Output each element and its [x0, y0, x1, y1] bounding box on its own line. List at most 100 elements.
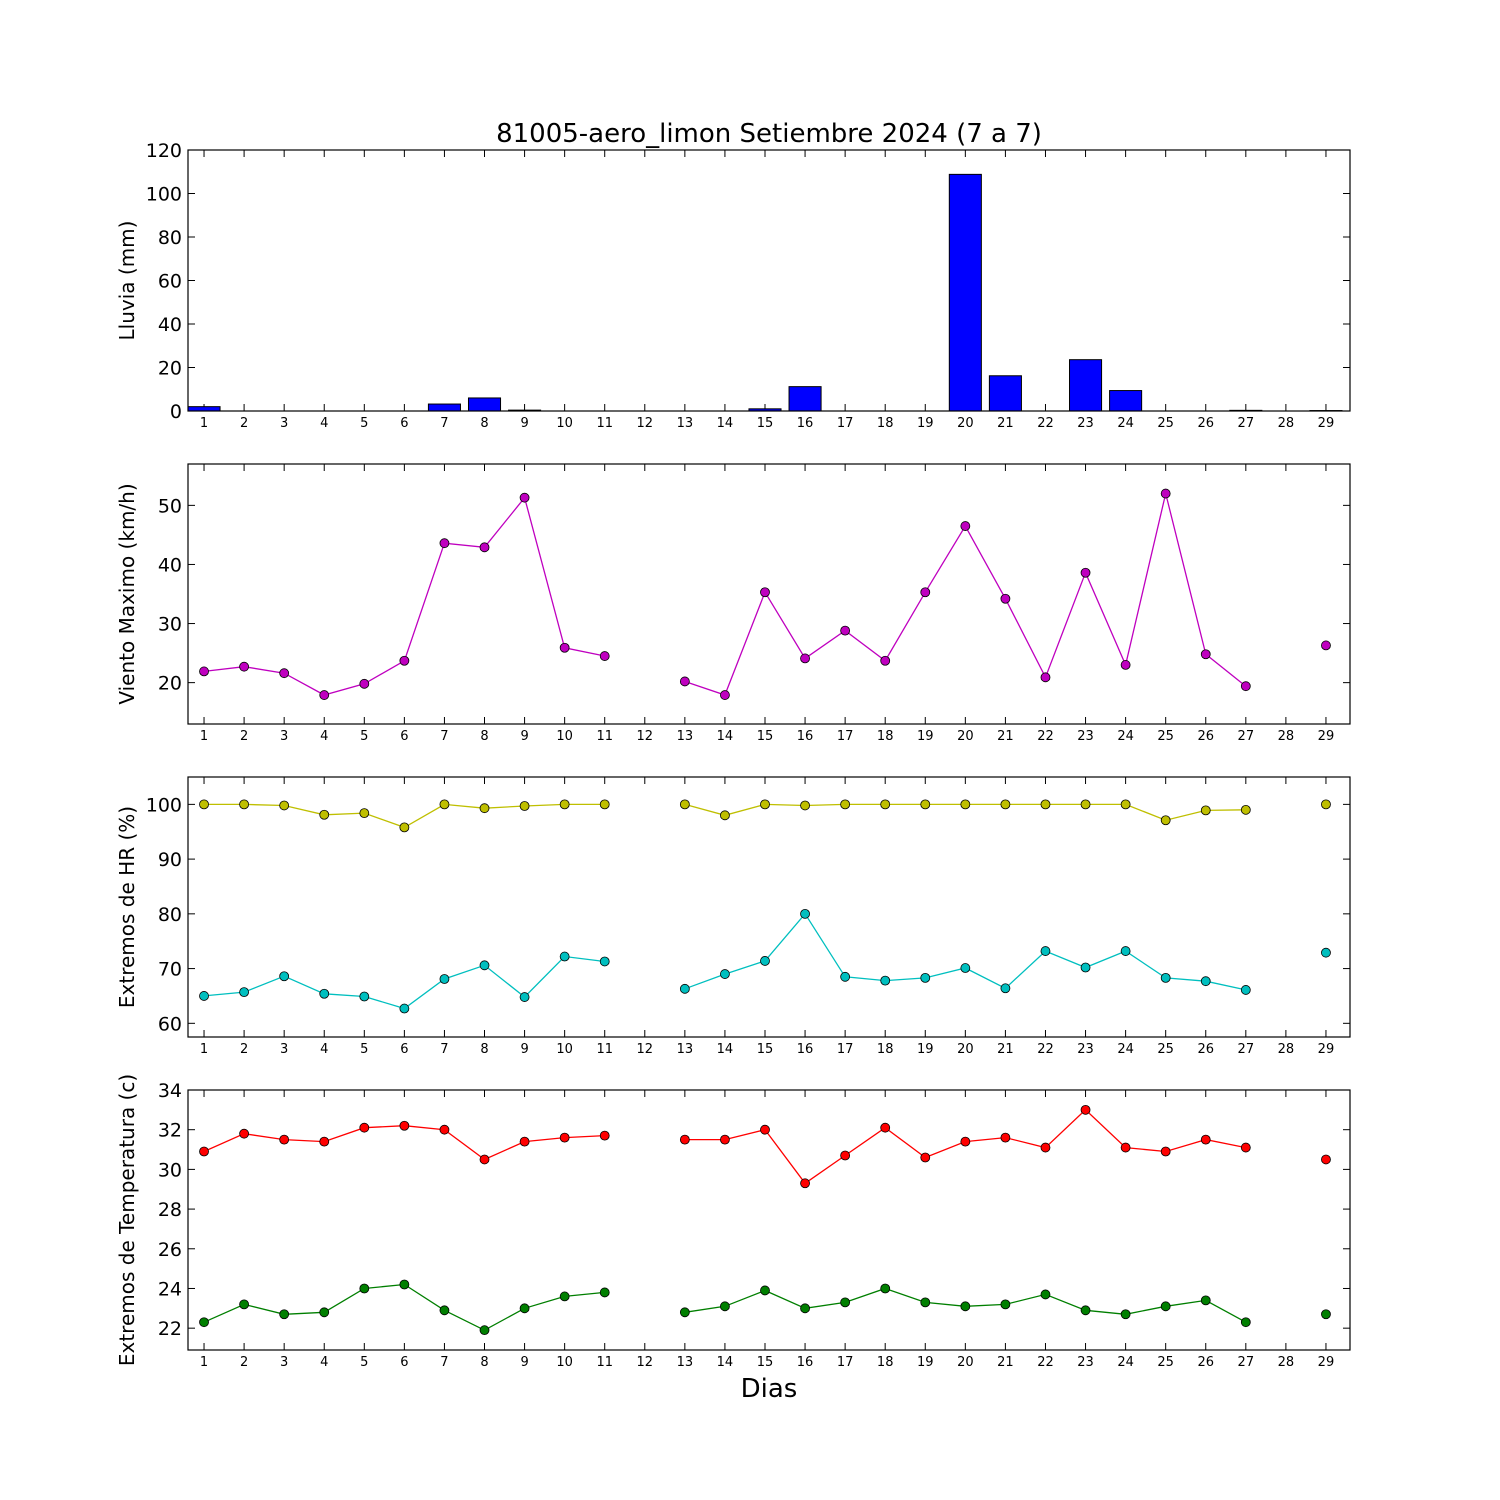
x-tick-label: 25 [1157, 1355, 1174, 1370]
data-point [960, 1301, 971, 1312]
x-tick-label: 22 [1037, 416, 1054, 431]
data-point [840, 799, 851, 810]
y-tick-label: 100 [146, 794, 182, 816]
data-point [1240, 1317, 1251, 1328]
data-point [399, 1279, 410, 1290]
y-tick-label: 40 [158, 314, 182, 336]
x-tick-label: 10 [556, 729, 573, 744]
data-point [960, 521, 971, 531]
x-tick-label: 9 [520, 1355, 528, 1370]
x-tick-label: 27 [1238, 729, 1255, 744]
data-point [359, 991, 370, 1002]
data-point [359, 808, 370, 819]
x-tick-label: 12 [637, 729, 654, 744]
x-tick-label: 4 [320, 1042, 328, 1057]
data-point [439, 1124, 450, 1135]
x-tick-label: 15 [757, 416, 774, 431]
x-tick-label: 12 [637, 416, 654, 431]
data-point [519, 801, 530, 811]
data-point [239, 799, 249, 810]
x-tick-label: 1 [200, 1042, 208, 1057]
x-tick-label: 16 [797, 416, 814, 431]
y-tick-label: 24 [158, 1278, 182, 1300]
data-point [439, 538, 450, 549]
y-axis-label: Lluvia (mm) [115, 221, 139, 341]
x-tick-label: 14 [717, 416, 734, 431]
rain-bar [1069, 359, 1103, 412]
y-tick-label: 34 [158, 1080, 182, 1102]
data-point [279, 971, 290, 982]
plot-frame [187, 776, 1351, 1038]
x-tick-label: 2 [240, 416, 248, 431]
x-tick-label: 8 [480, 1355, 488, 1370]
rain-bar [948, 173, 982, 412]
x-tick-label: 20 [957, 416, 974, 431]
x-tick-label: 15 [757, 1042, 774, 1057]
data-point [239, 987, 249, 998]
series-line [203, 1283, 605, 1331]
data-point [279, 800, 290, 811]
data-point [1120, 946, 1131, 956]
x-tick-label: 29 [1318, 1042, 1335, 1057]
data-point [1160, 488, 1171, 499]
y-tick-label: 70 [158, 959, 182, 981]
data-point [800, 908, 810, 919]
y-tick-label: 26 [158, 1239, 182, 1261]
data-point [1321, 640, 1331, 651]
x-tick-label: 18 [877, 1355, 894, 1370]
x-tick-label: 23 [1077, 416, 1094, 431]
x-tick-label: 17 [837, 1042, 854, 1057]
x-tick-label: 7 [440, 416, 448, 431]
data-point [559, 642, 570, 653]
x-tick-label: 24 [1117, 416, 1134, 431]
data-point [1160, 815, 1171, 826]
data-point [880, 799, 891, 810]
y-tick-label: 100 [146, 184, 182, 206]
x-tick-label: 10 [556, 1042, 573, 1057]
y-tick-label: 40 [158, 554, 182, 576]
x-tick-label: 11 [596, 1042, 613, 1057]
x-tick-label: 24 [1117, 729, 1134, 744]
data-point [1080, 962, 1091, 973]
x-tick-label: 3 [280, 1042, 288, 1057]
data-point [279, 1134, 290, 1145]
y-tick-label: 0 [170, 401, 182, 423]
x-tick-label: 14 [717, 729, 734, 744]
data-point [359, 1122, 370, 1133]
data-point [599, 1287, 610, 1298]
y-tick-label: 50 [158, 495, 182, 517]
data-point [1321, 1309, 1331, 1320]
x-tick-label: 25 [1157, 1042, 1174, 1057]
data-point [199, 666, 209, 677]
data-point [960, 963, 971, 973]
data-point [599, 956, 610, 967]
data-point [920, 799, 931, 810]
data-point [679, 983, 690, 994]
data-point [1120, 660, 1131, 670]
data-point [319, 1307, 330, 1318]
data-point [199, 991, 209, 1001]
x-tick-label: 21 [997, 1355, 1014, 1370]
x-tick-label: 12 [637, 1355, 654, 1370]
data-point [880, 1283, 891, 1294]
data-point [760, 1124, 770, 1135]
y-tick-label: 80 [158, 227, 182, 249]
y-tick-label: 60 [158, 271, 182, 293]
rain-bar [1109, 390, 1143, 412]
x-tick-label: 20 [957, 729, 974, 744]
x-tick-label: 10 [556, 416, 573, 431]
x-tick-label: 9 [520, 729, 528, 744]
x-tick-label: 29 [1318, 1355, 1335, 1370]
x-tick-label: 26 [1197, 416, 1214, 431]
y-tick-label: 90 [158, 849, 182, 871]
x-tick-label: 13 [677, 416, 694, 431]
x-tick-label: 23 [1077, 729, 1094, 744]
data-point [479, 1154, 490, 1165]
data-point [880, 655, 891, 666]
y-tick-label: 80 [158, 904, 182, 926]
data-point [479, 803, 490, 814]
data-point [840, 625, 851, 636]
data-point [679, 676, 690, 687]
